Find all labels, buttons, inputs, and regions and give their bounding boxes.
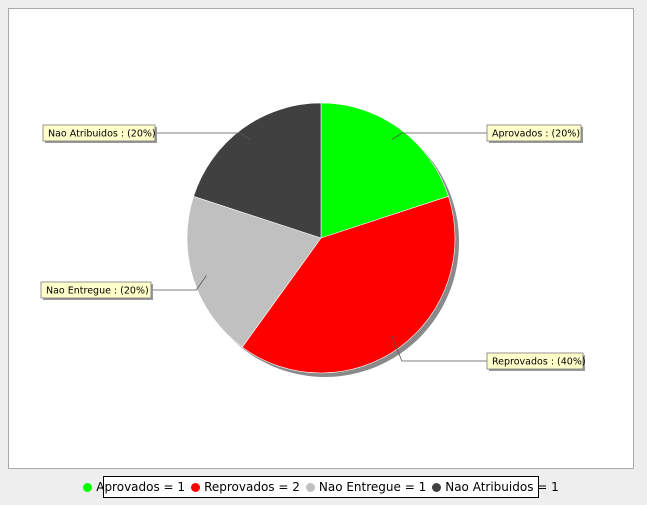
legend-swatch-icon	[305, 482, 315, 492]
label-text: Aprovados : (20%)	[492, 129, 580, 140]
slice-label: Nao Entregue : (20%)	[40, 281, 153, 300]
leader-line	[391, 132, 487, 141]
label-text: Nao Entregue : (20%)	[46, 286, 149, 297]
pie-slice-nao-atribuidos	[193, 102, 322, 239]
legend-label: Aprovados = 1	[96, 480, 186, 494]
pie-slice-aprovados	[320, 102, 449, 239]
leader-line	[151, 275, 207, 291]
legend-item: Aprovados = 1	[83, 480, 185, 494]
slice-label: Aprovados : (20%)	[486, 124, 583, 143]
legend-item: Nao Atribuidos = 1	[432, 480, 559, 494]
label-text: Reprovados : (40%)	[492, 357, 586, 368]
label-box	[486, 124, 582, 142]
label-box	[42, 124, 156, 142]
legend-label: Nao Entregue = 1	[318, 480, 427, 494]
leader-line	[155, 132, 251, 141]
chart-plot-area: Aprovados : (20%) Reprovados : (40%) Nao E…	[8, 8, 634, 469]
legend-item: Reprovados = 2	[191, 480, 300, 494]
leader-line	[391, 336, 487, 362]
legend-item: Nao Entregue = 1	[305, 480, 427, 494]
legend-swatch-icon	[191, 482, 201, 492]
pie-slice-reprovados	[241, 195, 456, 374]
legend-label: Nao Atribuidos = 1	[445, 480, 559, 494]
pie-chart: Aprovados : (20%) Reprovados : (40%) Nao E…	[40, 102, 586, 377]
legend-swatch-icon	[83, 482, 93, 492]
chart-legend: Aprovados = 1 Reprovados = 2 Nao Entregue …	[83, 476, 559, 498]
legend-label: Reprovados = 2	[204, 480, 300, 494]
pie-slice-nao-entregue	[186, 195, 322, 348]
label-text: Nao Atribuidos : (20%)	[48, 129, 156, 140]
slice-label: Reprovados : (40%)	[486, 352, 586, 371]
slice-label: Nao Atribuidos : (20%)	[42, 124, 157, 143]
label-box	[486, 352, 584, 370]
legend-swatch-icon	[432, 482, 442, 492]
label-box	[40, 281, 152, 299]
